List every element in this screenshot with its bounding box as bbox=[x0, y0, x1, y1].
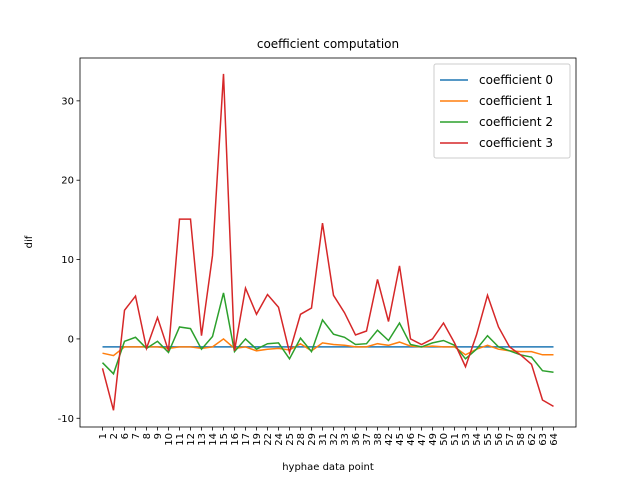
x-tick-label: 63 bbox=[538, 433, 549, 446]
x-tick-label: 6 bbox=[120, 433, 131, 439]
x-tick-label: 54 bbox=[472, 433, 483, 446]
series-line bbox=[101, 73, 554, 411]
x-tick-label: 46 bbox=[406, 433, 417, 446]
x-tick-label: 36 bbox=[351, 433, 362, 446]
x-tick-label: 16 bbox=[230, 433, 241, 446]
x-tick-label: 15 bbox=[219, 433, 230, 446]
x-tick-label: 50 bbox=[439, 433, 450, 446]
x-tick-label: 51 bbox=[450, 433, 461, 446]
x-tick-label: 8 bbox=[142, 433, 153, 439]
x-tick-label: 38 bbox=[373, 433, 384, 446]
chart-title: coefficient computation bbox=[257, 37, 399, 51]
x-tick-label: 1 bbox=[98, 433, 109, 439]
x-tick-label: 32 bbox=[329, 433, 340, 446]
x-tick-label: 7 bbox=[131, 433, 142, 439]
x-tick-label: 53 bbox=[461, 433, 472, 446]
y-axis-label: dif bbox=[24, 235, 35, 248]
x-tick-label: 33 bbox=[340, 433, 351, 446]
x-tick-label: 14 bbox=[208, 433, 219, 446]
x-tick-label: 47 bbox=[417, 433, 428, 446]
x-tick-label: 55 bbox=[483, 433, 494, 446]
x-tick-label: 25 bbox=[285, 433, 296, 446]
series-line bbox=[102, 337, 554, 357]
x-tick-label: 9 bbox=[153, 433, 164, 439]
legend-label: coefficient 1 bbox=[479, 94, 553, 108]
x-tick-label: 17 bbox=[241, 433, 252, 446]
y-tick-label: 20 bbox=[61, 176, 74, 187]
x-tick-label: 12 bbox=[186, 433, 197, 446]
y-tick-label: 0 bbox=[68, 334, 74, 345]
y-tick-label: -10 bbox=[58, 414, 74, 425]
x-tick-label: 28 bbox=[296, 433, 307, 446]
x-tick-label: 24 bbox=[274, 433, 285, 446]
x-tick-label: 37 bbox=[362, 433, 373, 446]
x-tick-label: 45 bbox=[395, 433, 406, 446]
legend-label: coefficient 3 bbox=[479, 136, 553, 150]
legend-label: coefficient 2 bbox=[479, 115, 553, 129]
series-line bbox=[101, 292, 554, 376]
x-tick-label: 42 bbox=[384, 433, 395, 446]
x-tick-label: 13 bbox=[197, 433, 208, 446]
x-tick-label: 2 bbox=[109, 433, 120, 439]
x-tick-label: 56 bbox=[494, 433, 505, 446]
x-tick-label: 11 bbox=[175, 433, 186, 446]
legend-box bbox=[433, 63, 571, 159]
x-tick-label: 10 bbox=[164, 433, 175, 446]
x-tick-label: 19 bbox=[252, 433, 263, 446]
y-tick-label: 10 bbox=[61, 255, 74, 266]
x-tick-label: 49 bbox=[428, 433, 439, 446]
y-tick-label: 30 bbox=[61, 96, 74, 107]
x-tick-label: 64 bbox=[549, 433, 560, 446]
x-axis-label: hyphae data point bbox=[282, 462, 374, 473]
x-tick-label: 58 bbox=[516, 433, 527, 446]
x-tick-label: 62 bbox=[527, 433, 538, 446]
legend-label: coefficient 0 bbox=[479, 73, 553, 87]
x-tick-label: 57 bbox=[505, 433, 516, 446]
x-tick-label: 22 bbox=[263, 433, 274, 446]
x-tick-label: 31 bbox=[318, 433, 329, 446]
x-tick-label: 29 bbox=[307, 433, 318, 446]
plot-frame bbox=[79, 57, 577, 428]
